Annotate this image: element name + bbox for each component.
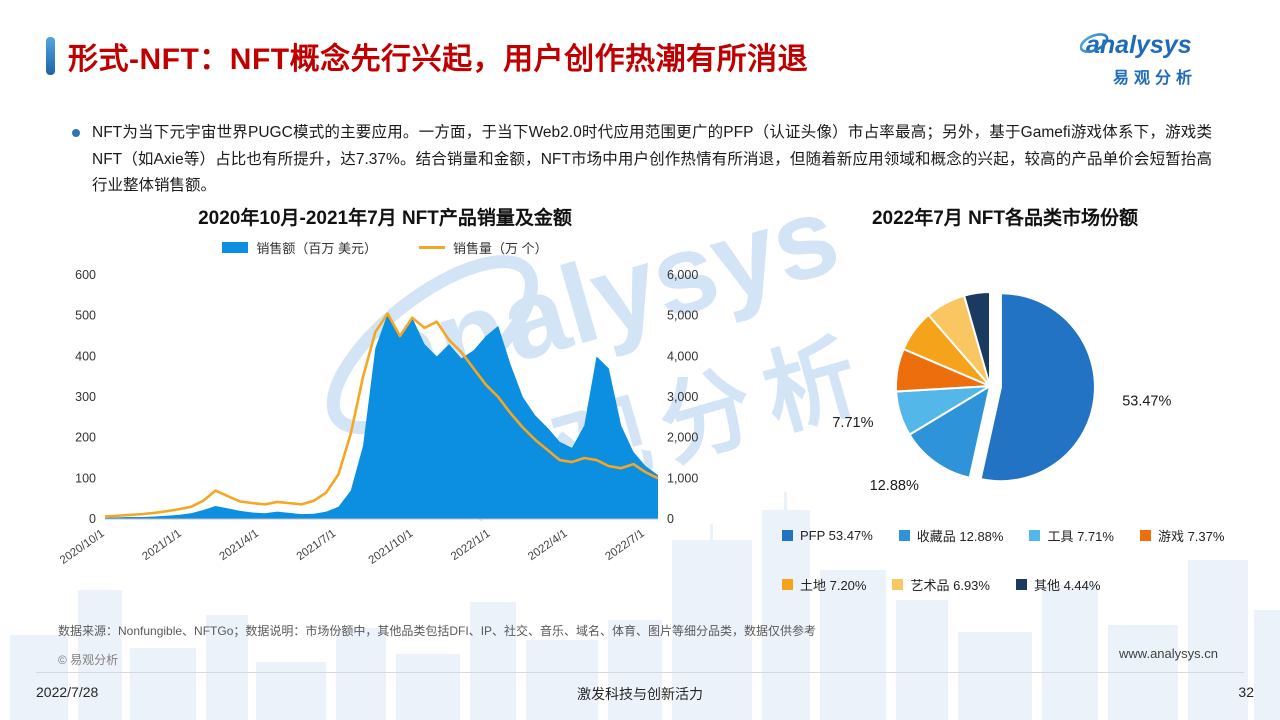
svg-text:2021/7/1: 2021/7/1 bbox=[295, 528, 339, 564]
svg-text:3,000: 3,000 bbox=[667, 390, 698, 404]
legend-swatch-icon bbox=[898, 530, 910, 541]
pie-legend-item: 艺术品 6.93% bbox=[892, 575, 990, 594]
copyright: © 易观分析 bbox=[58, 653, 119, 667]
pie-legend-row-2: 土地 7.20% 艺术品 6.93% 其他 4.44% bbox=[782, 575, 1240, 594]
pie-chart: 53.47% 12.88% 7.71% bbox=[832, 290, 1171, 494]
analysys-logo: analysys 易观分析 bbox=[1079, 26, 1230, 88]
svg-text:0: 0 bbox=[89, 512, 96, 526]
svg-text:5,000: 5,000 bbox=[667, 309, 698, 323]
svg-text:200: 200 bbox=[75, 431, 96, 445]
legend-label: 销售量（万 个） bbox=[453, 241, 548, 256]
footer-divider bbox=[36, 672, 1244, 673]
combo-chart-legend: 销售额（百万 美元） 销售量（万 个） bbox=[50, 238, 720, 257]
pie-legend-item: 土地 7.20% bbox=[782, 575, 866, 594]
logo-swirl-icon bbox=[1079, 33, 1109, 53]
legend-label: 游戏 7.37% bbox=[1157, 529, 1225, 544]
pie-legend-item: PFP 53.47% bbox=[782, 526, 873, 545]
svg-text:2020/10/1: 2020/10/1 bbox=[58, 528, 107, 567]
legend-item-sales-amount: 销售额（百万 美元） bbox=[222, 238, 377, 257]
legend-swatch-icon bbox=[1139, 530, 1151, 541]
svg-text:500: 500 bbox=[75, 309, 96, 323]
legend-swatch-icon bbox=[222, 242, 249, 253]
svg-text:100: 100 bbox=[75, 471, 96, 485]
legend-swatch-icon bbox=[782, 579, 793, 590]
svg-text:0: 0 bbox=[667, 512, 674, 526]
data-source-note: 数据来源：Nonfungible、NFTGo；数据说明：市场份额中，其他品类包括… bbox=[58, 624, 817, 638]
pie-legend-item: 收藏品 12.88% bbox=[898, 526, 1004, 545]
svg-text:2022/4/1: 2022/4/1 bbox=[526, 528, 570, 564]
svg-text:2021/4/1: 2021/4/1 bbox=[218, 528, 262, 564]
logo-brand-cn: 易观分析 bbox=[1112, 70, 1197, 87]
combo-chart-title: 2020年10月-2021年7月 NFT产品销量及金额 bbox=[198, 208, 572, 229]
pie-legend-item: 工具 7.71% bbox=[1029, 526, 1114, 545]
header: 形式-NFT：NFT概念先行兴起，用户创作热潮有所消退 bbox=[46, 34, 808, 78]
svg-text:12.88%: 12.88% bbox=[870, 478, 919, 494]
legend-label: 土地 7.20% bbox=[800, 578, 867, 593]
svg-text:7.71%: 7.71% bbox=[832, 415, 873, 431]
svg-text:6,000: 6,000 bbox=[667, 268, 698, 282]
bullet-dot-icon bbox=[72, 129, 80, 137]
legend-swatch-icon bbox=[419, 246, 445, 249]
sales-combo-chart-section: 2020年10月-2021年7月 NFT产品销量及金额 销售额（百万 美元） 销… bbox=[50, 203, 720, 594]
website-url: www.analysys.cn bbox=[1119, 646, 1218, 661]
footer-slogan: 激发科技与创新活力 bbox=[577, 686, 703, 702]
summary-bullet: NFT为当下元宇宙世界PUGC模式的主要应用。一方面，于当下Web2.0时代应用… bbox=[72, 120, 1212, 200]
svg-text:2021/10/1: 2021/10/1 bbox=[367, 528, 416, 567]
svg-text:2021/1/1: 2021/1/1 bbox=[140, 528, 184, 564]
legend-label: 工具 7.71% bbox=[1047, 529, 1114, 544]
legend-item-sales-volume: 销售量（万 个） bbox=[419, 238, 548, 257]
legend-label: 收藏品 12.88% bbox=[916, 529, 1004, 544]
legend-label: 艺术品 6.93% bbox=[910, 578, 990, 593]
svg-text:1,000: 1,000 bbox=[667, 471, 698, 485]
legend-label: 销售额（百万 美元） bbox=[256, 241, 377, 256]
svg-text:2,000: 2,000 bbox=[667, 431, 698, 445]
pie-chart-title: 2022年7月 NFT各品类市场份额 bbox=[871, 208, 1139, 229]
legend-swatch-icon bbox=[782, 530, 793, 541]
svg-text:400: 400 bbox=[75, 349, 96, 363]
pie-legend-row-1: PFP 53.47% 收藏品 12.88% 工具 7.71% 游戏 7.37% bbox=[782, 526, 1240, 545]
pie-legend-item: 其他 4.44% bbox=[1015, 575, 1101, 594]
analysys-logo-icon: analysys bbox=[1079, 31, 1192, 59]
summary-text: NFT为当下元宇宙世界PUGC模式的主要应用。一方面，于当下Web2.0时代应用… bbox=[92, 124, 1212, 195]
legend-swatch-icon bbox=[892, 579, 904, 590]
legend-swatch-icon bbox=[1015, 579, 1027, 590]
svg-text:600: 600 bbox=[75, 268, 96, 282]
svg-text:2022/7/1: 2022/7/1 bbox=[603, 528, 647, 564]
pie-legend-item: 游戏 7.37% bbox=[1139, 526, 1225, 545]
legend-label: 其他 4.44% bbox=[1033, 578, 1101, 593]
svg-text:300: 300 bbox=[75, 390, 96, 404]
title-accent-bar bbox=[46, 37, 55, 75]
svg-text:4,000: 4,000 bbox=[667, 349, 698, 363]
legend-label: PFP 53.47% bbox=[800, 528, 873, 543]
market-share-pie-section: 2022年7月 NFT各品类市场份额 53.47% 12.88% 7.71% PFP… bbox=[770, 203, 1240, 594]
page-number: 32 bbox=[1238, 684, 1254, 700]
svg-text:2022/1/1: 2022/1/1 bbox=[449, 528, 493, 564]
page-title: 形式-NFT：NFT概念先行兴起，用户创作热潮有所消退 bbox=[68, 43, 809, 76]
combo-chart: 0 100 200 300 400 500 600 0 1,000 2,000 3,000 4,000… bbox=[58, 268, 698, 567]
svg-text:53.47%: 53.47% bbox=[1122, 393, 1171, 409]
legend-swatch-icon bbox=[1029, 530, 1041, 541]
